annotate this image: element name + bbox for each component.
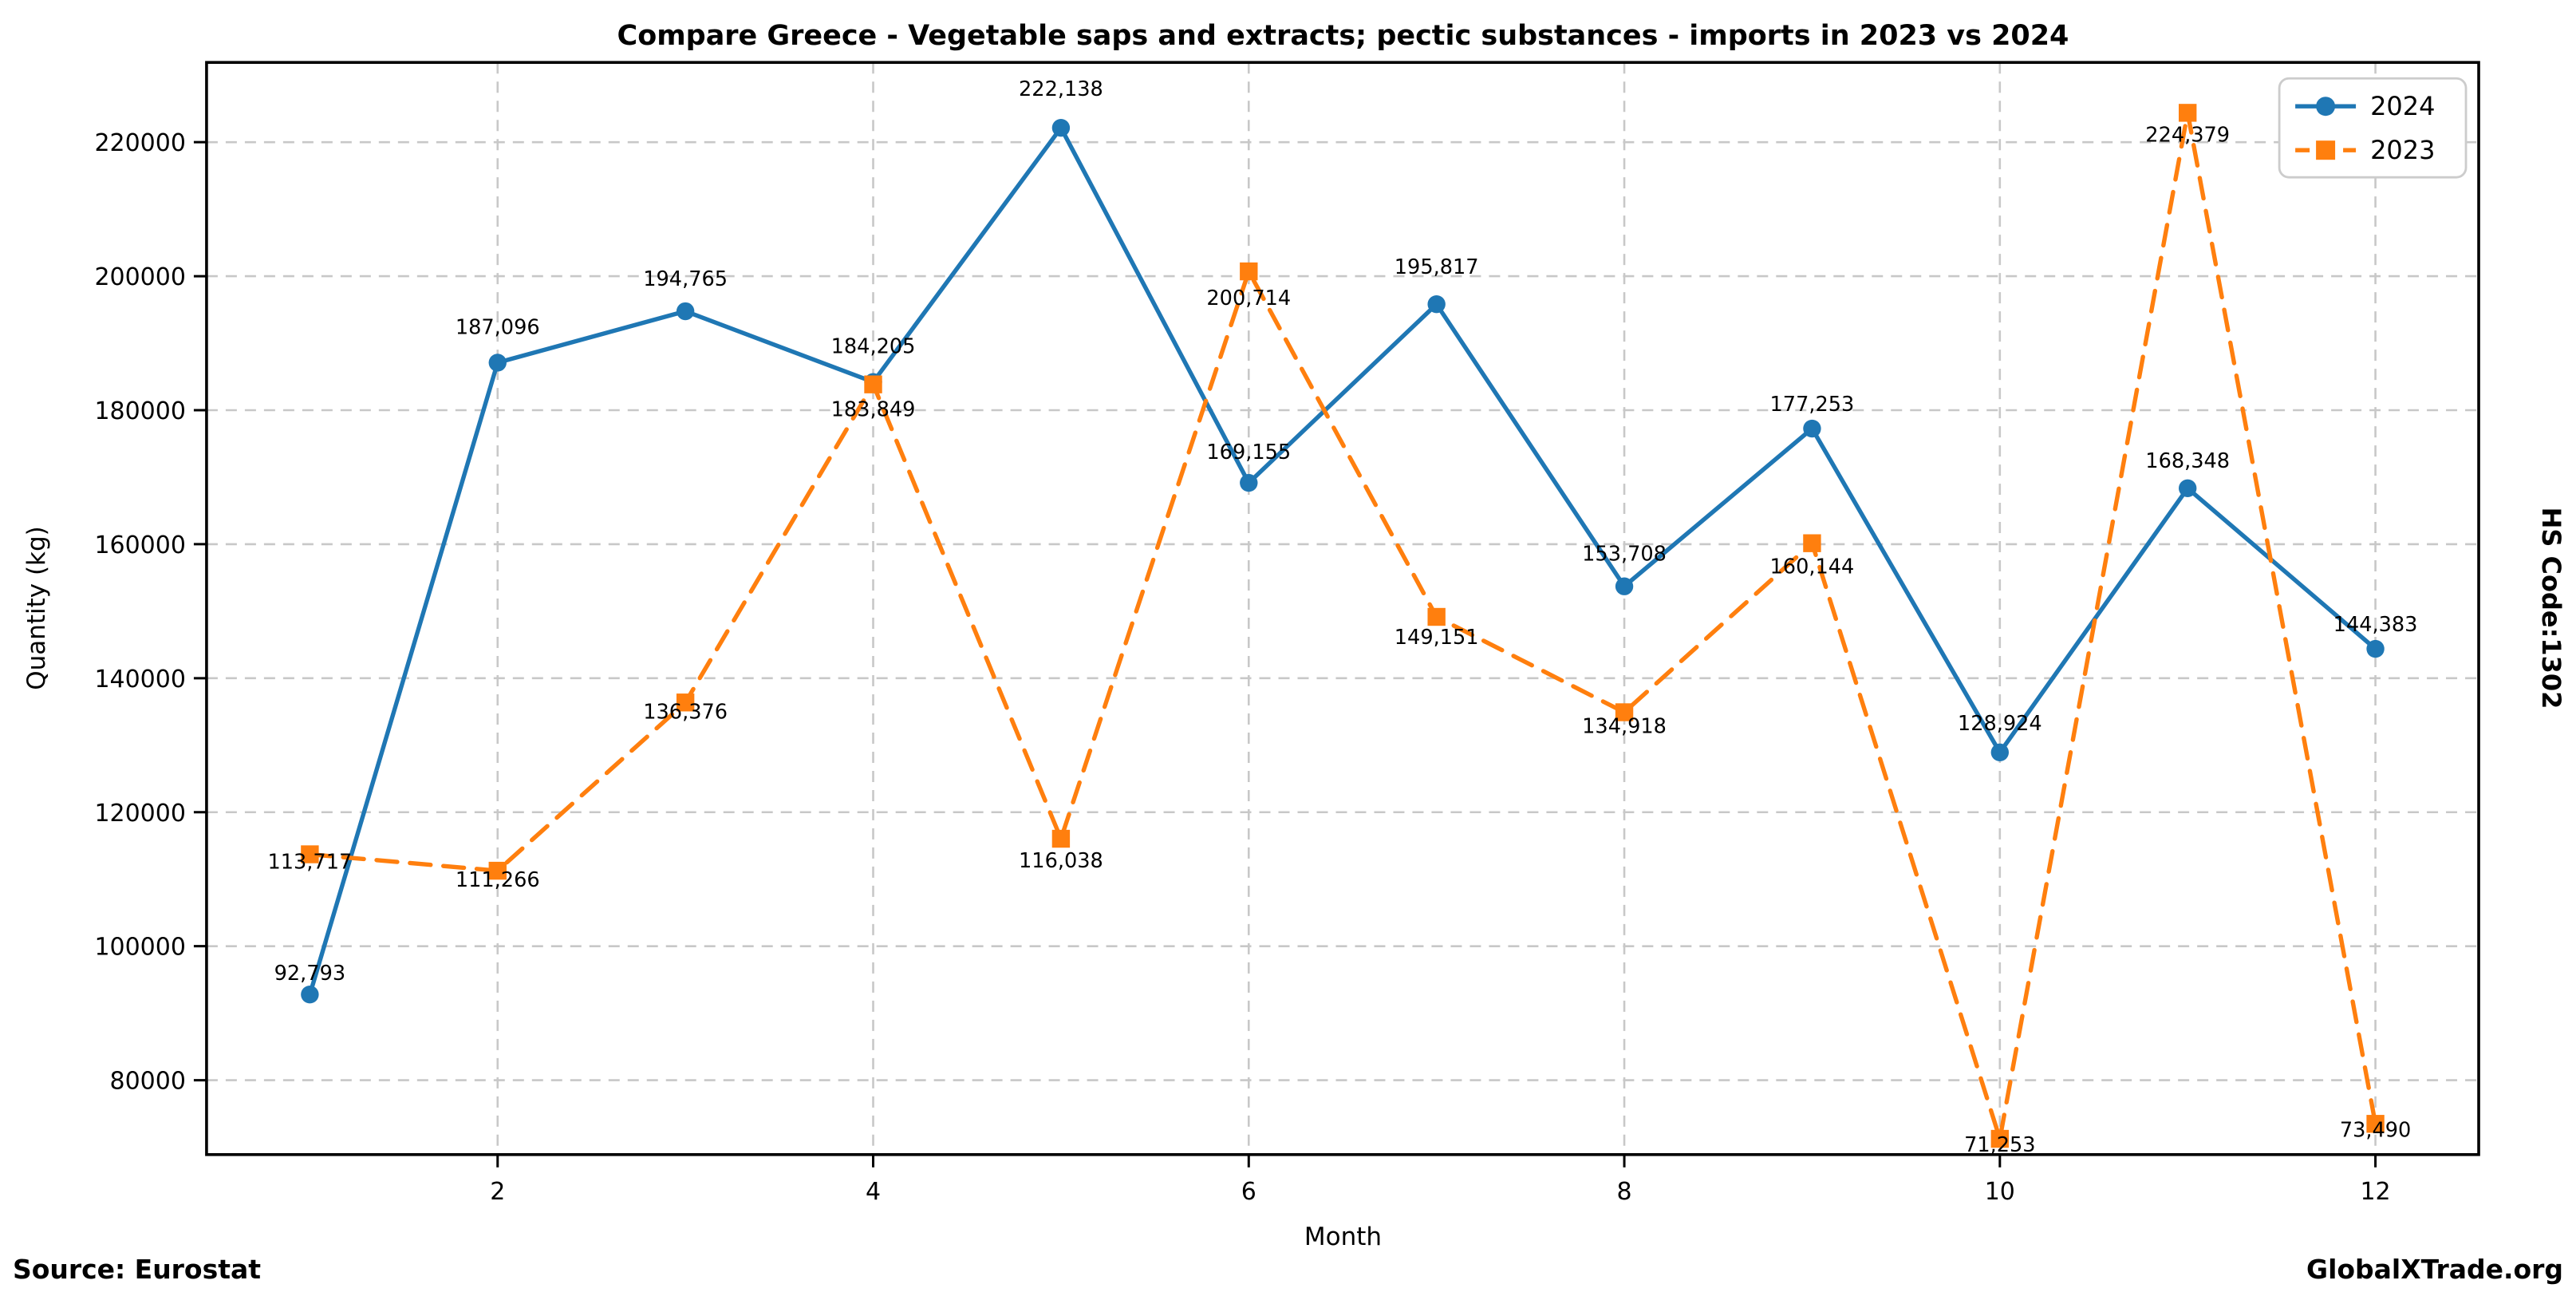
data-point-marker-2023 bbox=[1427, 607, 1446, 626]
y-axis-tick-label: 100000 bbox=[94, 934, 185, 962]
plot-border bbox=[205, 61, 2480, 1156]
data-point-label: 184,205 bbox=[831, 335, 916, 359]
data-point-label: 144,383 bbox=[2333, 613, 2418, 637]
x-axis-tick-label: 12 bbox=[2360, 1178, 2390, 1206]
chart-title: Compare Greece - Vegetable saps and extr… bbox=[617, 20, 2069, 52]
x-axis-tick-label: 8 bbox=[1617, 1178, 1632, 1206]
data-point-marker-2024 bbox=[2178, 479, 2197, 498]
hs-code-label: HS Code:1302 bbox=[2536, 508, 2566, 709]
data-point-label: 153,708 bbox=[1582, 543, 1667, 567]
data-point-label: 113,717 bbox=[267, 851, 352, 875]
data-point-marker-2023 bbox=[2366, 1115, 2385, 1133]
x-axis-tick-label: 4 bbox=[866, 1178, 881, 1206]
data-point-marker-2023 bbox=[488, 861, 507, 880]
data-point-marker-2023 bbox=[1615, 703, 1634, 721]
y-axis-tick-label: 220000 bbox=[94, 129, 185, 157]
data-point-marker-2024 bbox=[1990, 743, 2010, 762]
data-point-label: 73,490 bbox=[2340, 1118, 2412, 1142]
legend: 2024 2023 bbox=[2278, 77, 2468, 179]
data-point-label: 183,849 bbox=[831, 398, 916, 422]
legend-label-2023: 2023 bbox=[2370, 135, 2435, 165]
data-point-label: 177,253 bbox=[1770, 393, 1855, 417]
data-point-marker-2023 bbox=[676, 693, 695, 712]
data-point-marker-2023 bbox=[1990, 1129, 2010, 1148]
data-point-marker-2024 bbox=[1803, 419, 1821, 438]
legend-marker-2024 bbox=[2316, 97, 2336, 117]
legend-marker-2023 bbox=[2316, 140, 2336, 160]
y-axis-tick-label: 160000 bbox=[94, 531, 185, 559]
data-point-label: 136,376 bbox=[643, 700, 728, 724]
data-point-marker-2024 bbox=[488, 354, 507, 372]
data-point-label: 128,924 bbox=[1958, 712, 2042, 736]
x-axis-tick-label: 6 bbox=[1241, 1178, 1256, 1206]
y-axis-tick-label: 180000 bbox=[94, 397, 185, 425]
grid-layer bbox=[206, 62, 2479, 1155]
brand-label: GlobalXTrade.org bbox=[2306, 1254, 2563, 1285]
data-point-marker-2024 bbox=[2366, 639, 2385, 658]
data-point-label: 187,096 bbox=[456, 315, 540, 339]
data-point-label: 92,793 bbox=[274, 962, 346, 986]
annotation-layer: 92,793 187,096 194,765 184,205 222,138 169,15… bbox=[267, 77, 2417, 1157]
data-point-label: 116,038 bbox=[1019, 849, 1103, 873]
data-point-label: 111,266 bbox=[456, 868, 540, 892]
data-point-marker-2024 bbox=[1427, 294, 1446, 314]
series-line-2024 bbox=[307, 124, 2378, 997]
data-point-marker-2023 bbox=[1803, 534, 1821, 552]
x-axis-title: Month bbox=[1304, 1223, 1382, 1251]
x-axis-tick-label: 2 bbox=[490, 1178, 505, 1206]
y-axis-tick-label: 80000 bbox=[110, 1068, 186, 1096]
data-point-label: 222,138 bbox=[1019, 77, 1103, 101]
y-axis-tick-label: 140000 bbox=[94, 666, 185, 693]
data-point-label: 194,765 bbox=[643, 267, 728, 291]
data-point-label: 71,253 bbox=[1964, 1133, 2036, 1157]
series-line-2023 bbox=[307, 112, 2378, 1140]
data-point-label: 160,144 bbox=[1770, 555, 1855, 579]
data-point-label: 134,918 bbox=[1582, 714, 1667, 738]
data-point-marker-2024 bbox=[301, 985, 319, 1004]
data-point-marker-2024 bbox=[1615, 577, 1634, 595]
data-point-marker-2024 bbox=[1051, 118, 1071, 137]
axes-layer: 2 4 6 8 10 12 80000 100000 120000 140000 160000 180… bbox=[94, 61, 2480, 1206]
legend-label-2024: 2024 bbox=[2370, 91, 2435, 121]
data-point-marker-2023 bbox=[2178, 104, 2197, 122]
data-point-label: 200,714 bbox=[1206, 286, 1291, 310]
series-layer bbox=[301, 104, 2385, 1148]
data-point-marker-2023 bbox=[1240, 262, 1258, 281]
source-label: Source: Eurostat bbox=[13, 1254, 261, 1285]
data-point-label: 149,151 bbox=[1395, 626, 1479, 650]
data-point-label: 224,379 bbox=[2145, 123, 2230, 147]
x-axis-tick-label: 10 bbox=[1985, 1178, 2015, 1206]
data-point-label: 195,817 bbox=[1395, 255, 1479, 279]
data-point-label: 168,348 bbox=[2145, 449, 2230, 473]
data-point-label: 169,155 bbox=[1206, 441, 1291, 464]
data-point-marker-2023 bbox=[864, 375, 882, 393]
y-axis-tick-label: 200000 bbox=[94, 263, 185, 291]
data-point-marker-2024 bbox=[676, 302, 695, 321]
data-point-marker-2024 bbox=[1240, 473, 1258, 492]
data-point-marker-2023 bbox=[1051, 829, 1071, 848]
y-axis-title: Quantity (kg) bbox=[22, 526, 51, 690]
data-point-marker-2023 bbox=[301, 845, 319, 863]
y-axis-tick-label: 120000 bbox=[94, 800, 185, 828]
